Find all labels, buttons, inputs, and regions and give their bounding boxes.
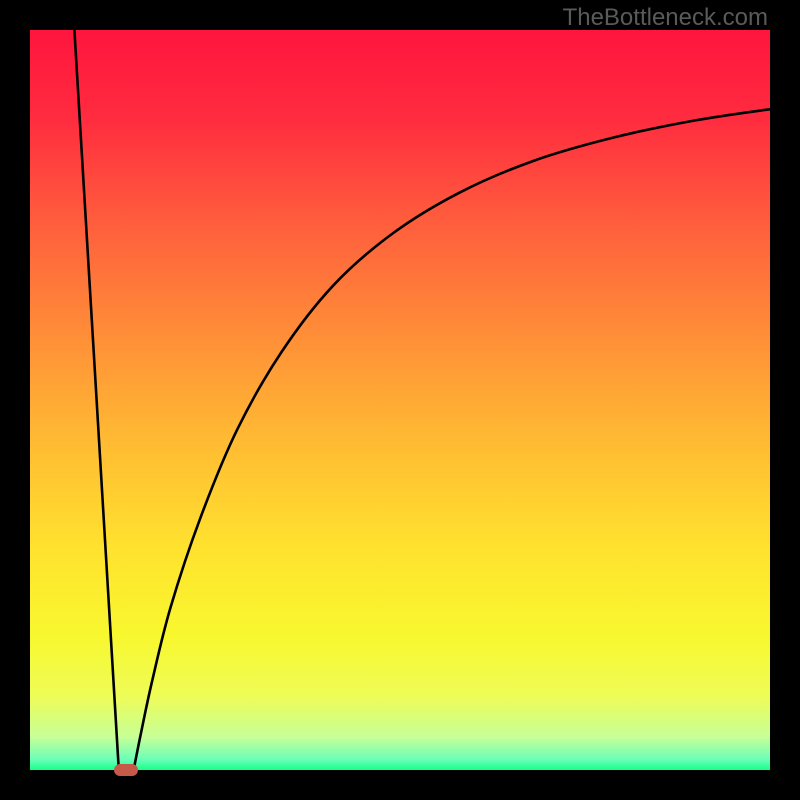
watermark-text: TheBottleneck.com (563, 4, 768, 32)
bottleneck-curve-left (74, 30, 118, 770)
bottleneck-curve-right (134, 109, 770, 770)
curve-layer (30, 30, 770, 770)
optimal-point-marker (114, 764, 138, 776)
chart-container: TheBottleneck.com (0, 0, 800, 800)
plot-area (30, 30, 770, 770)
